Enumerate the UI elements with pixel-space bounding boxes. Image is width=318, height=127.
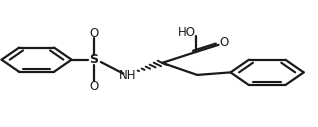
Text: O: O [219,36,229,49]
Text: O: O [89,80,99,93]
Text: NH: NH [118,69,136,82]
Text: O: O [89,27,99,39]
Text: S: S [89,53,98,66]
Text: HO: HO [178,26,196,39]
